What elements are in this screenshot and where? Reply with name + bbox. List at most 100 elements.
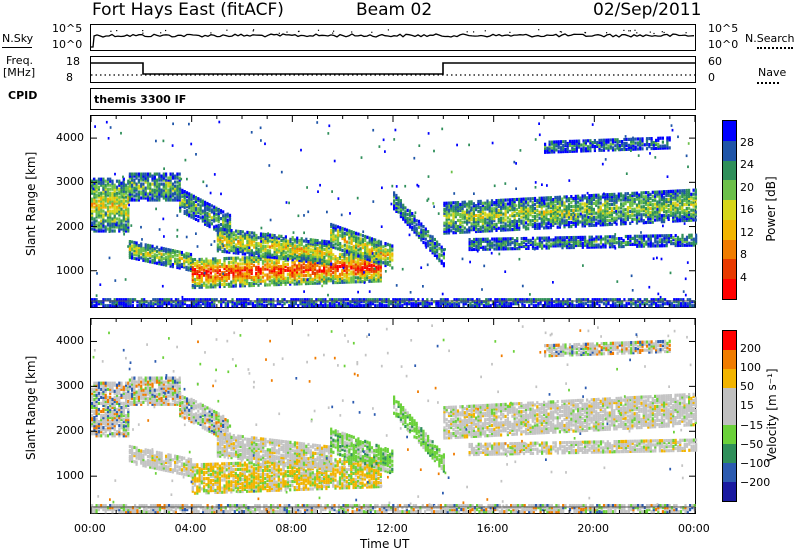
power-echo-cell xyxy=(649,234,652,238)
power-echo-cell xyxy=(645,137,649,141)
power-echo-cell xyxy=(332,253,335,257)
power-echo-cell xyxy=(246,270,249,274)
power-echo-cell xyxy=(232,276,235,280)
power-echo-cell xyxy=(571,139,574,143)
power-echo-cell xyxy=(475,214,478,218)
power-echo-cell xyxy=(650,139,653,143)
power-echo-cell xyxy=(277,271,280,275)
power-echo-cell xyxy=(504,212,507,216)
power-echo-cell xyxy=(509,200,512,204)
power-echo-cell xyxy=(209,259,212,263)
power-echo-cell xyxy=(311,263,314,267)
power-echo-cell xyxy=(565,240,569,244)
power-echo-cell xyxy=(647,210,650,215)
power-echo-cell xyxy=(598,142,601,146)
power-echo-cell xyxy=(219,217,223,221)
power-echo-cell xyxy=(461,216,464,220)
power-echo-cell xyxy=(511,228,514,232)
power-echo-cell xyxy=(307,253,310,258)
power-echo-cell xyxy=(354,276,357,280)
power-echo-cell xyxy=(549,214,552,218)
power-echo-cell xyxy=(656,214,659,218)
power-echo-cell xyxy=(611,138,615,142)
power-echo-cell xyxy=(128,253,131,258)
power-echo-cell xyxy=(676,191,679,195)
power-echo-cell xyxy=(131,252,134,256)
power-echo-cell xyxy=(144,245,147,249)
power-echo-cell xyxy=(341,270,344,274)
power-echo-cell xyxy=(658,206,661,210)
power-echo-cell xyxy=(651,202,654,206)
power-echo-cell xyxy=(314,244,317,248)
power-echo-cell xyxy=(206,203,209,208)
power-echo-cell xyxy=(171,192,174,196)
power-echo-cell xyxy=(332,277,335,281)
power-echo-cell xyxy=(634,141,637,145)
power-echo-cell xyxy=(252,281,255,285)
power-echo-cell xyxy=(189,252,193,257)
power-echo-cell xyxy=(302,247,306,251)
power-echo-cell xyxy=(257,244,260,248)
power-echo-cell xyxy=(325,250,328,254)
power-echo-cell xyxy=(244,252,247,256)
power-echo-cell xyxy=(120,193,123,197)
power-echo-cell xyxy=(475,225,478,230)
power-echo-cell xyxy=(554,203,557,207)
power-echo-cell xyxy=(629,240,632,244)
power-echo-cell xyxy=(552,244,555,248)
power-echo-cell xyxy=(158,182,161,186)
power-echo-cell xyxy=(640,240,643,244)
power-echo-cell xyxy=(549,198,552,202)
power-echo-cell xyxy=(488,223,491,227)
power-echo-cell xyxy=(370,237,374,241)
power-echo-cell xyxy=(95,185,98,189)
power-echo-cell xyxy=(169,176,172,180)
power-echo-cell xyxy=(529,219,532,223)
power-echo-cell xyxy=(470,212,473,216)
power-echo-cell xyxy=(538,240,541,244)
power-echo-cell xyxy=(214,273,217,277)
power-echo-cell xyxy=(203,261,206,265)
power-echo-cell xyxy=(661,244,664,248)
power-echo-cell xyxy=(590,223,593,227)
power-echo-cell xyxy=(162,178,165,182)
power-echo-cell xyxy=(345,244,349,248)
power-echo-cell xyxy=(327,254,330,258)
power-echo-cell xyxy=(336,241,340,245)
power-echo-cell xyxy=(275,277,278,281)
power-echo-cell xyxy=(452,211,455,215)
power-echo-cell xyxy=(307,273,310,278)
power-echo-cell xyxy=(109,187,112,191)
power-echo-cell xyxy=(179,209,182,213)
power-echo-cell xyxy=(639,141,642,145)
power-echo-cell xyxy=(266,255,269,259)
power-echo-cell xyxy=(633,201,636,205)
power-echo-cell xyxy=(373,242,376,246)
power-echo-cell xyxy=(477,247,480,251)
power-echo-cell xyxy=(377,247,380,251)
power-echo-cell xyxy=(452,205,455,209)
power-echo-cell xyxy=(482,245,485,249)
power-echo-cell xyxy=(541,240,544,244)
power-echo-cell xyxy=(366,277,369,281)
power-echo-cell xyxy=(377,257,380,261)
power-echo-cell xyxy=(631,207,634,211)
power-echo-cell xyxy=(463,214,466,218)
power-echo-cell xyxy=(207,259,210,263)
power-echo-cell xyxy=(559,148,563,152)
power-echo-cell xyxy=(183,211,186,215)
power-echo-cell xyxy=(259,271,262,275)
power-echo-cell xyxy=(531,246,535,250)
power-echo-cell xyxy=(557,146,560,150)
power-echo-cell xyxy=(160,174,163,178)
power-echo-cell xyxy=(602,138,606,142)
power-echo-cell xyxy=(305,247,308,251)
power-echo-cell xyxy=(169,198,172,202)
power-echo-cell xyxy=(97,203,100,207)
power-echo-cell xyxy=(222,210,225,214)
power-echo-cell xyxy=(456,203,460,207)
power-echo-cell xyxy=(502,204,505,208)
power-echo-cell xyxy=(399,213,402,217)
power-echo-cell xyxy=(641,137,644,141)
power-echo-cell xyxy=(345,276,348,280)
